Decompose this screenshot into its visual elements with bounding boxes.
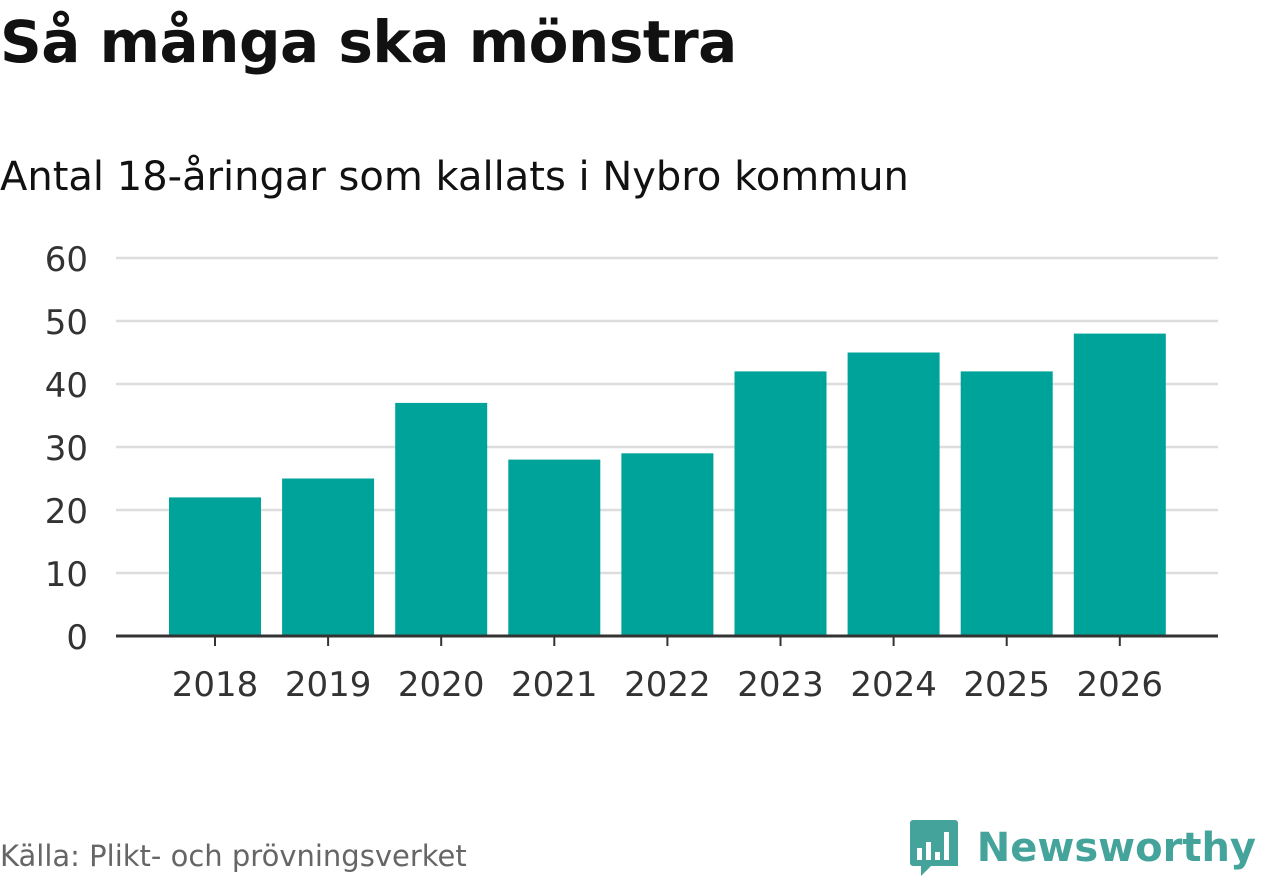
x-tick-label: 2022 (624, 665, 711, 705)
x-tick-label: 2021 (511, 665, 598, 705)
brand-name: Newsworthy (976, 825, 1256, 871)
x-axis-ticks: 2018 2019 2020 2021 2022 2023 2024 2025 2026 (172, 636, 1163, 705)
y-tick-label: 0 (66, 618, 88, 658)
x-tick-label: 2019 (285, 665, 372, 705)
chart-subtitle: Antal 18-åringar som kallats i Nybro kom… (0, 154, 909, 200)
bar-2018 (169, 497, 261, 636)
bar-2026 (1073, 333, 1166, 636)
source-note: Källa: Plikt- och prövningsverket (0, 839, 467, 873)
bar-2019 (282, 478, 375, 636)
bar-2022 (621, 453, 714, 636)
y-tick-label: 40 (45, 366, 88, 406)
x-tick-label: 2023 (737, 665, 824, 705)
y-tick-label: 60 (45, 240, 88, 280)
y-tick-label: 10 (45, 555, 88, 595)
bars (169, 333, 1166, 636)
x-tick-label: 2024 (850, 665, 937, 705)
chart-title: Så många ska mönstra (0, 8, 737, 76)
bar-2021 (508, 459, 601, 636)
bar-2023 (734, 371, 827, 636)
y-tick-label: 30 (45, 429, 88, 469)
bar-2020 (395, 402, 488, 636)
x-tick-label: 2018 (172, 665, 259, 705)
brand: Newsworthy (909, 818, 1256, 878)
x-tick-label: 2026 (1077, 665, 1164, 705)
bar-2024 (847, 352, 940, 636)
x-tick-label: 2020 (398, 665, 485, 705)
y-axis-ticks: 0 10 20 30 40 50 60 (45, 240, 88, 658)
y-tick-label: 50 (45, 303, 88, 343)
bar-chart-speech-bubble-icon (909, 820, 958, 876)
x-tick-label: 2025 (963, 665, 1050, 705)
y-tick-label: 20 (45, 492, 88, 532)
bar-2025 (960, 371, 1053, 636)
